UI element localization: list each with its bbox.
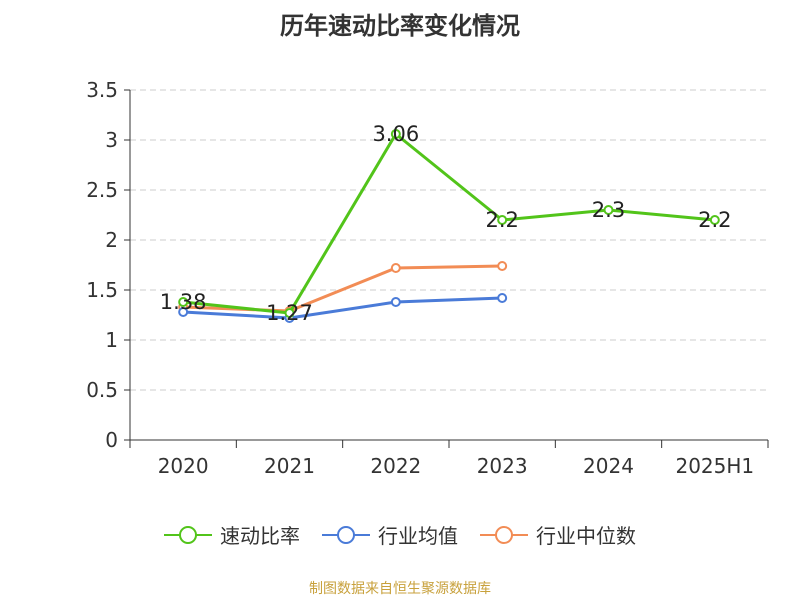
data-label: 2.2 bbox=[485, 208, 518, 232]
grid-lines bbox=[130, 89, 768, 391]
series-point-0 bbox=[284, 308, 295, 318]
y-tick-label: 1.5 bbox=[86, 278, 118, 302]
data-label: 2.3 bbox=[592, 198, 625, 222]
x-tick-label: 2023 bbox=[477, 454, 528, 478]
legend-swatch-series-0 bbox=[164, 525, 212, 544]
series-point-2 bbox=[390, 263, 401, 273]
data-label: 1.27 bbox=[266, 301, 313, 325]
x-tick-label: 2021 bbox=[264, 454, 315, 478]
chart-title: 历年速动比率变化情况 bbox=[280, 12, 520, 40]
series-point-0 bbox=[178, 297, 189, 307]
data-label: 1.38 bbox=[160, 290, 207, 314]
series-point-0 bbox=[709, 215, 720, 225]
series-point-2 bbox=[497, 261, 508, 271]
data-label: 2.2 bbox=[698, 208, 731, 232]
series-point-0 bbox=[603, 205, 614, 215]
y-tick-label: 2 bbox=[105, 228, 118, 252]
y-tick-label: 3.5 bbox=[86, 78, 118, 102]
y-tick-label: 1 bbox=[105, 328, 118, 352]
y-tick-label: 0.5 bbox=[86, 378, 118, 402]
legend-swatch-series-1 bbox=[322, 525, 370, 544]
x-tick-label: 2020 bbox=[158, 454, 209, 478]
series-line-0 bbox=[183, 132, 715, 315]
y-tick-label: 0 bbox=[105, 428, 118, 452]
series-point-1 bbox=[178, 307, 189, 317]
series-line-2 bbox=[183, 264, 503, 313]
series-point-0 bbox=[390, 129, 401, 139]
legend-item-series-2[interactable]: 行业中位数 bbox=[480, 520, 636, 549]
y-tick-label: 2.5 bbox=[86, 178, 118, 202]
source-note: 制图数据来自恒生聚源数据库 bbox=[309, 581, 491, 597]
series-lines bbox=[178, 129, 720, 323]
series-point-0 bbox=[497, 215, 508, 225]
series-line-1 bbox=[183, 296, 503, 320]
legend-item-series-0[interactable]: 速动比率 bbox=[164, 520, 300, 549]
x-tick-label: 2025H1 bbox=[675, 454, 754, 478]
x-tick-label: 2022 bbox=[370, 454, 421, 478]
legend-item-series-1[interactable]: 行业均值 bbox=[322, 520, 458, 549]
legend-label-series-1: 行业均值 bbox=[378, 524, 458, 548]
y-tick-label: 3 bbox=[105, 128, 118, 152]
data-labels: 1.38 1.27 3.06 2.2 2.3 2.2 bbox=[160, 122, 732, 325]
x-tick-label: 2024 bbox=[583, 454, 634, 478]
series-point-1 bbox=[497, 293, 508, 303]
legend-label-series-0: 速动比率 bbox=[220, 524, 300, 548]
axes: 0 0.5 1 1.5 2 2.5 3 3.5 2020 2021 2022 2023 2024 2025… bbox=[86, 78, 769, 478]
legend: 速动比率 行业均值 行业中位数 bbox=[0, 520, 800, 549]
legend-label-series-2: 行业中位数 bbox=[536, 524, 636, 548]
data-label: 3.06 bbox=[372, 122, 419, 146]
series-point-1 bbox=[390, 297, 401, 307]
legend-swatch-series-2 bbox=[480, 525, 528, 544]
